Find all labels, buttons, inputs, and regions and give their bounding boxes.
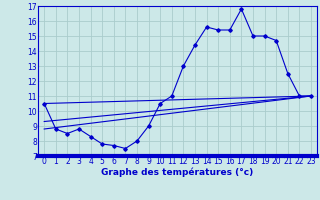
X-axis label: Graphe des températures (°c): Graphe des températures (°c) bbox=[101, 168, 254, 177]
